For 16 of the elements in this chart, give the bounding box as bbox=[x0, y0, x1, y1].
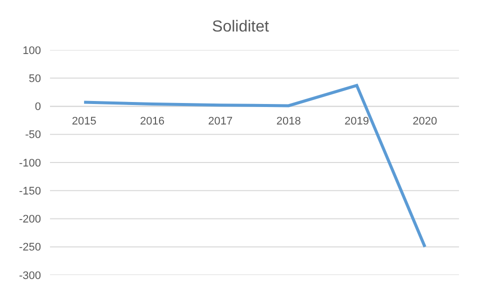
y-tick-label: -100 bbox=[18, 157, 41, 170]
x-tick-label: 2017 bbox=[208, 115, 233, 128]
chart-title: Soliditet bbox=[212, 18, 270, 36]
x-tick-label: 2016 bbox=[140, 115, 164, 128]
y-tick-label: -50 bbox=[25, 129, 41, 142]
y-tick-label: -150 bbox=[18, 185, 41, 198]
x-tick-label: 2018 bbox=[276, 115, 301, 128]
y-tick-label: 0 bbox=[34, 101, 41, 114]
x-tick-label: 2020 bbox=[412, 115, 438, 128]
y-tick-label: -200 bbox=[18, 214, 41, 226]
x-tick-label: 2019 bbox=[344, 115, 369, 128]
y-tick-label: 50 bbox=[28, 72, 41, 85]
y-tick-label: 100 bbox=[22, 44, 41, 57]
y-tick-label: -300 bbox=[18, 270, 41, 282]
x-tick-label: 2015 bbox=[72, 115, 96, 128]
y-tick-label: -250 bbox=[18, 242, 41, 254]
